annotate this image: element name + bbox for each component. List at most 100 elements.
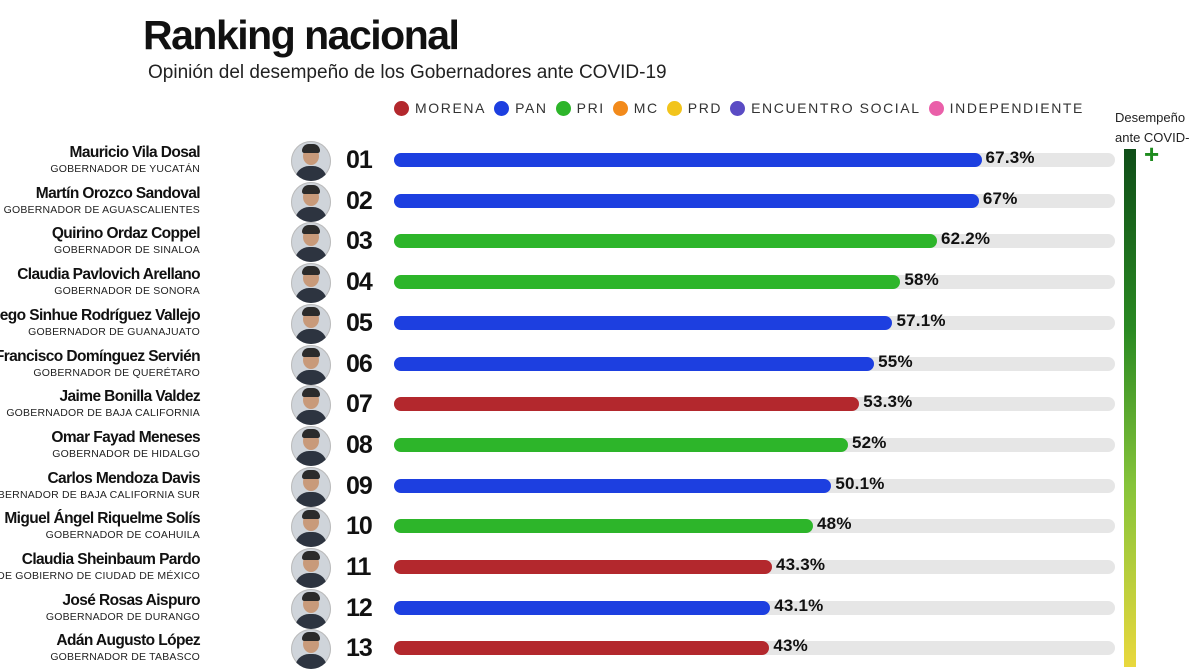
legend-dot-icon [394,100,409,116]
bar [394,153,982,167]
performance-gradient-scale [1124,149,1136,667]
table-row: Francisco Domínguez Servién GOBERNADOR DE… [0,344,1120,385]
legend-label: ENCUENTRO SOCIAL [751,100,921,116]
legend-label: INDEPENDIENTE [949,100,1084,116]
bar [394,437,848,452]
avatar-body [295,613,327,629]
avatar-body [295,573,327,588]
governor-name: Diego Sinhue Rodríguez Vallejo [0,306,201,324]
governor-role: GOBERNADOR DE AGUASCALIENTES [3,203,200,216]
legend-label: MORENA [415,100,487,116]
table-row: Carlos Mendoza Davis GOBERNADOR DE BAJA C… [0,466,1120,507]
governor-role: GOBERNADOR DE GUANAJUATO [28,325,200,338]
scale-plus-icon: + [1144,139,1160,169]
governor-name: Jaime Bonilla Valdez [59,388,201,406]
legend-item: PRD [666,100,722,116]
data-label: 57.1% [896,310,946,330]
governor-role: GOBERNADOR DE HIDALGO [52,447,200,460]
rank-number: 11 [346,553,371,581]
governor-role: GOBERNADOR DE SINALOA [54,244,200,257]
avatar [291,263,331,304]
governor-name: Claudia Pavlovich Arellano [17,266,200,284]
avatar [291,466,331,507]
data-label: 48% [817,514,852,534]
governor-role: JEFA DE GOBIERNO DE CIUDAD DE MÉXICO [0,570,200,582]
governor-role: GOBERNADOR DE SONORA [54,285,200,298]
rank-number: 04 [346,268,373,297]
legend-item: MC [612,100,659,116]
rank-number: 08 [346,430,373,459]
rank-number: 12 [346,593,373,622]
bar [394,315,893,330]
legend-item: INDEPENDIENTE [928,100,1084,116]
governor-role: GOBERNADOR DE YUCATÁN [50,163,200,175]
avatar-body [295,532,327,548]
data-label: 67% [982,188,1018,208]
governor-name: Claudia Sheinbaum Pardo [21,551,201,568]
legend-label: PAN [515,100,548,116]
legend-item: PAN [494,100,548,116]
chart-title: Ranking nacional [143,12,460,58]
avatar [291,303,331,344]
avatar-hair [302,551,320,560]
bar [394,397,860,412]
governor-name: Quirino Ordaz Coppel [51,225,201,243]
legend-dot-icon [666,100,682,116]
bar [394,193,979,208]
scale-label-line1: Desempeño [1115,110,1186,125]
avatar [291,629,331,669]
governor-role: GOBERNADOR DE BAJA CALIFORNIA [6,407,200,420]
rank-number: 13 [346,634,373,663]
table-row: Quirino Ordaz Coppel GOBERNADOR DE SINALO… [0,221,1120,263]
avatar [291,507,331,548]
bar [394,641,770,656]
avatar-body [295,491,327,507]
governor-role: GOBERNADOR DE COAHUILA [45,529,200,542]
bar [394,600,771,615]
avatar [291,344,331,385]
governor-role: GOBERNADOR DE DURANGO [45,610,200,623]
avatar-hair [302,469,320,479]
data-label: 50.1% [835,473,885,493]
data-label: 52% [851,432,887,452]
avatar [291,141,331,181]
table-row: Claudia Pavlovich Arellano GOBERNADOR DE … [0,262,1120,304]
avatar-body [295,206,327,222]
data-label: 62.2% [941,229,991,249]
avatar-hair [302,428,320,438]
avatar-body [295,654,327,669]
chart-subtitle: Opinión del desempeño de los Gobernadore… [148,62,667,83]
avatar-body [295,410,327,426]
avatar-hair [302,144,320,153]
avatar-body [295,450,327,466]
governor-role: GOBERNADOR DE BAJA CALIFORNIA SUR [0,488,200,501]
governor-name: Adán Augusto López [56,632,200,650]
avatar-hair [302,266,320,276]
bar [394,478,832,493]
governor-name: Francisco Domínguez Servién [0,347,201,365]
governor-name: Omar Fayad Meneses [51,428,200,446]
avatar [291,425,331,466]
governor-role: GOBERNADOR DE QUERÉTARO [33,366,200,379]
data-label: 43.1% [774,595,824,615]
avatar-hair [302,225,320,235]
avatar-body [295,166,327,181]
legend-item: ENCUENTRO SOCIAL [730,100,921,116]
legend-label: MC [633,100,659,116]
governor-name: José Rosas Aispuro [62,591,200,609]
avatar-hair [302,347,320,357]
table-row: Claudia Sheinbaum Pardo JEFA DE GOBIERNO … [0,547,1120,588]
governor-role: GOBERNADOR DE TABASCO [50,651,200,664]
table-row: José Rosas Aispuro GOBERNADOR DE DURANGO 1… [0,588,1120,629]
avatar [291,181,331,222]
data-label: 53.3% [863,392,913,412]
bar [394,356,875,371]
avatar-hair [302,184,320,194]
avatar-hair [302,306,320,316]
avatar-body [295,288,327,304]
legend-dot-icon [494,100,510,116]
avatar-body [295,247,327,263]
legend-label: PRI [576,100,605,116]
governor-name: Martín Orozco Sandoval [35,184,201,202]
governor-name: Miguel Ángel Riquelme Solís [4,510,200,528]
